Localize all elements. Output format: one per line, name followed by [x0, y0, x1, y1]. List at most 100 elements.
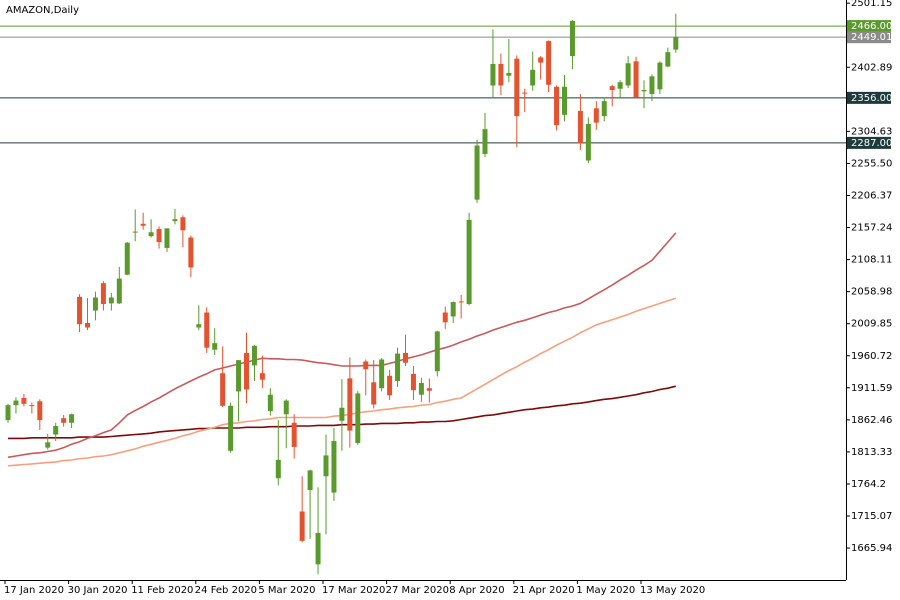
x-tick-label: 17 Jan 2020 — [4, 585, 64, 596]
candle-body — [609, 86, 615, 91]
candle-body — [546, 41, 552, 85]
x-tick-label: 30 Jan 2020 — [68, 585, 128, 596]
candle-body — [53, 426, 59, 435]
candle-body — [538, 57, 544, 63]
candle-body — [506, 73, 512, 76]
y-tick-label: 1862.46 — [851, 415, 892, 426]
candle-body — [172, 219, 178, 222]
candle-body — [148, 232, 154, 237]
candle-body — [315, 533, 321, 565]
price-level-tag — [847, 31, 891, 44]
price-level-tag — [847, 91, 891, 104]
y-tick-label: 1764.2 — [851, 479, 886, 490]
candle-body — [85, 322, 90, 328]
x-tick-label: 27 Mar 2020 — [386, 585, 449, 596]
candle-body — [244, 352, 249, 390]
candle-body — [522, 92, 528, 94]
price-level-tag — [847, 20, 891, 33]
candle-body — [562, 86, 567, 115]
candle-body — [228, 405, 234, 451]
x-tick-label: 1 May 2020 — [576, 585, 635, 596]
candle-body — [490, 63, 496, 86]
candle-body — [395, 353, 401, 382]
candle-body — [450, 302, 456, 317]
candle-body — [434, 331, 440, 372]
candle-body — [601, 101, 607, 117]
x-tick-label: 13 May 2020 — [640, 585, 705, 596]
candle-body — [347, 378, 353, 431]
candle-body — [498, 63, 504, 86]
candle-body — [156, 228, 162, 243]
price-level-label: 2449.01 — [851, 32, 892, 43]
candle-body — [426, 388, 432, 391]
candle-body — [466, 219, 472, 305]
candle-body — [21, 397, 27, 404]
price-level-label: 2287.00 — [851, 138, 892, 149]
candle-body — [585, 123, 591, 161]
candle-body — [458, 301, 464, 303]
candle-body — [299, 511, 305, 541]
candle-body — [220, 373, 226, 406]
candle-body — [593, 108, 599, 123]
y-tick-label: 1715.07 — [851, 511, 892, 522]
candle-body — [410, 373, 416, 391]
candle-body — [649, 76, 655, 94]
candle-body — [204, 312, 210, 348]
candle-body — [69, 414, 75, 423]
price-level-label: 2466.00 — [851, 21, 892, 32]
candle-body — [617, 82, 623, 89]
candle-body — [259, 373, 265, 380]
candle-body — [323, 455, 329, 477]
candle-body — [403, 352, 408, 363]
candle-body — [188, 237, 194, 268]
candle-body — [251, 345, 257, 366]
candle-body — [355, 393, 361, 443]
y-tick-label: 1911.59 — [851, 383, 892, 394]
candle-body — [196, 324, 202, 328]
price-level-tag — [847, 136, 891, 149]
candle-body — [569, 20, 575, 57]
y-tick-label: 2304.63 — [851, 126, 892, 137]
candle-body — [673, 37, 679, 50]
candle-body — [371, 382, 377, 405]
y-tick-label: 2058.98 — [851, 287, 892, 298]
candle-body — [132, 231, 138, 233]
y-tick-label: 1960.72 — [851, 351, 892, 362]
candle-body — [530, 69, 536, 86]
candle-body — [267, 394, 273, 412]
price-level-label: 2356.00 — [851, 93, 892, 104]
y-tick-label: 1665.94 — [851, 543, 892, 554]
moving-average-line — [7, 232, 677, 459]
candle-body — [442, 312, 448, 323]
x-tick-label: 24 Feb 2020 — [195, 585, 257, 596]
candle-body — [633, 61, 639, 98]
candle-body — [180, 217, 186, 231]
candle-body — [92, 297, 98, 311]
y-tick-label: 2501.15 — [851, 0, 892, 9]
candle-body — [5, 405, 11, 421]
candle-body — [657, 62, 663, 90]
x-tick-label: 8 Apr 2020 — [449, 585, 504, 596]
x-tick-label: 5 Mar 2020 — [258, 585, 315, 596]
candle-body — [625, 63, 631, 86]
candle-body — [331, 441, 337, 493]
y-tick-label: 2402.89 — [851, 62, 892, 73]
y-tick-label: 2255.50 — [851, 158, 892, 169]
candle-body — [283, 400, 289, 415]
candle-body — [291, 422, 297, 447]
x-tick-label: 21 Apr 2020 — [513, 585, 575, 596]
y-tick-label: 2206.37 — [851, 190, 892, 201]
candle-body — [339, 407, 345, 421]
candle-body — [482, 129, 488, 154]
candle-body — [554, 86, 560, 126]
candle-body — [387, 375, 393, 396]
candle-body — [641, 90, 647, 92]
candle-body — [665, 52, 671, 67]
y-tick-label: 2009.85 — [851, 319, 892, 330]
y-tick-label: 2157.24 — [851, 223, 892, 234]
y-tick-label: 2108.11 — [851, 255, 892, 266]
candle-body — [363, 361, 369, 370]
candle-body — [100, 283, 106, 305]
